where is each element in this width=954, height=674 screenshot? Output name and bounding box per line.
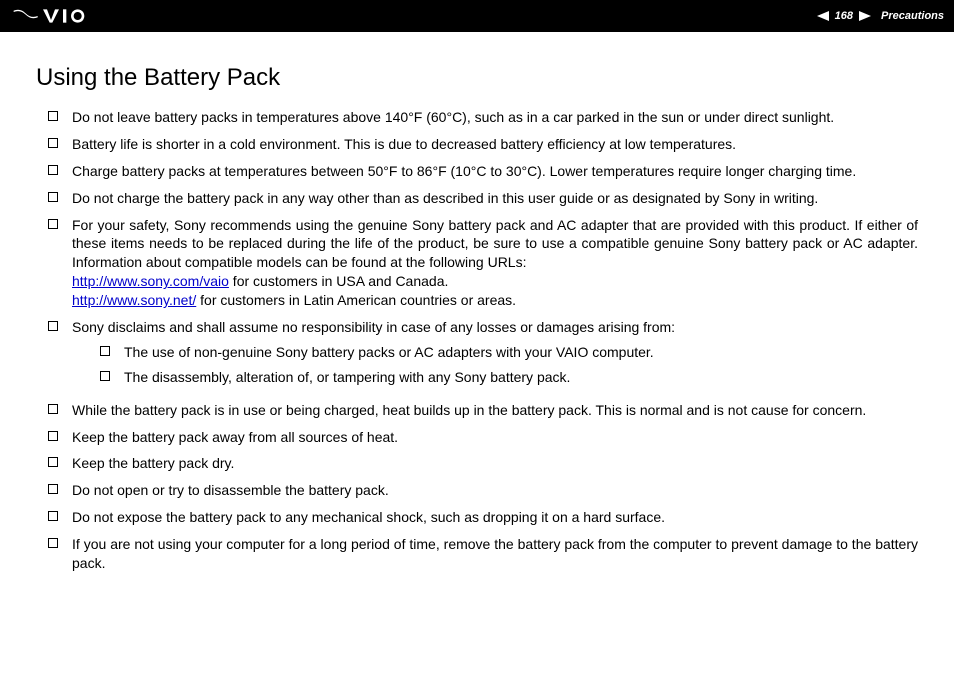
list-text: Keep the battery pack dry. [72, 455, 234, 471]
list-item-body: While the battery pack is in use or bein… [72, 401, 918, 420]
square-bullet-icon [100, 346, 110, 356]
square-bullet-icon [48, 219, 58, 229]
nav-next-icon[interactable] [859, 11, 871, 21]
square-bullet-icon [48, 321, 58, 331]
list-item: Do not leave battery packs in temperatur… [48, 108, 918, 127]
list-text: Charge battery packs at temperatures bet… [72, 163, 856, 179]
square-bullet-icon [48, 431, 58, 441]
list-text: Do not expose the battery pack to any me… [72, 509, 665, 525]
list-text: While the battery pack is in use or bein… [72, 402, 866, 418]
square-bullet-icon [48, 538, 58, 548]
content-area: Using the Battery Pack Do not leave batt… [0, 32, 954, 601]
list-item: If you are not using your computer for a… [48, 535, 918, 573]
square-bullet-icon [48, 484, 58, 494]
list-item: For your safety, Sony recommends using t… [48, 216, 918, 310]
list-text: for customers in Latin American countrie… [196, 292, 516, 308]
page-title: Using the Battery Pack [36, 64, 918, 92]
sub-list-text: The use of non-genuine Sony battery pack… [124, 343, 918, 362]
list-item-body: If you are not using your computer for a… [72, 535, 918, 573]
list-item-body: Do not charge the battery pack in any wa… [72, 189, 918, 208]
sub-list-item: The use of non-genuine Sony battery pack… [100, 343, 918, 362]
list-text: Do not leave battery packs in temperatur… [72, 109, 834, 125]
list-item-body: Do not expose the battery pack to any me… [72, 508, 918, 527]
sub-list-text: The disassembly, alteration of, or tampe… [124, 368, 918, 387]
list-item-body: Charge battery packs at temperatures bet… [72, 162, 918, 181]
list-text: Do not charge the battery pack in any wa… [72, 190, 818, 206]
list-item: Battery life is shorter in a cold enviro… [48, 135, 918, 154]
list-item: Do not open or try to disassemble the ba… [48, 481, 918, 500]
list-item-body: Sony disclaims and shall assume no respo… [72, 318, 918, 393]
list-item-body: Keep the battery pack dry. [72, 454, 918, 473]
list-item-body: For your safety, Sony recommends using t… [72, 216, 918, 310]
list-item: Do not charge the battery pack in any wa… [48, 189, 918, 208]
list-text: Do not open or try to disassemble the ba… [72, 482, 389, 498]
breadcrumb[interactable]: Precautions [881, 10, 944, 22]
header-nav: 168 Precautions [817, 10, 944, 22]
square-bullet-icon [48, 511, 58, 521]
page-header: 168 Precautions [0, 0, 954, 32]
sub-list-item: The disassembly, alteration of, or tampe… [100, 368, 918, 387]
list-item: Charge battery packs at temperatures bet… [48, 162, 918, 181]
list-text: for customers in USA and Canada. [229, 273, 448, 289]
list-item-body: Do not leave battery packs in temperatur… [72, 108, 918, 127]
vaio-logo [12, 8, 122, 24]
square-bullet-icon [48, 192, 58, 202]
link-sony-net[interactable]: http://www.sony.net/ [72, 292, 196, 308]
square-bullet-icon [48, 404, 58, 414]
list-text: Battery life is shorter in a cold enviro… [72, 136, 736, 152]
page-number: 168 [835, 10, 853, 22]
precautions-list: Do not leave battery packs in temperatur… [36, 108, 918, 573]
list-item: Keep the battery pack dry. [48, 454, 918, 473]
square-bullet-icon [48, 165, 58, 175]
list-text: For your safety, Sony recommends using t… [72, 217, 918, 271]
square-bullet-icon [48, 138, 58, 148]
square-bullet-icon [100, 371, 110, 381]
list-text: Keep the battery pack away from all sour… [72, 429, 398, 445]
list-item: Do not expose the battery pack to any me… [48, 508, 918, 527]
link-sony-vaio[interactable]: http://www.sony.com/vaio [72, 273, 229, 289]
list-item-body: Do not open or try to disassemble the ba… [72, 481, 918, 500]
list-item: Keep the battery pack away from all sour… [48, 428, 918, 447]
list-item: While the battery pack is in use or bein… [48, 401, 918, 420]
sub-list: The use of non-genuine Sony battery pack… [72, 343, 918, 387]
list-item-body: Keep the battery pack away from all sour… [72, 428, 918, 447]
square-bullet-icon [48, 111, 58, 121]
list-item: Sony disclaims and shall assume no respo… [48, 318, 918, 393]
list-item-body: Battery life is shorter in a cold enviro… [72, 135, 918, 154]
list-text: If you are not using your computer for a… [72, 536, 918, 571]
list-text: Sony disclaims and shall assume no respo… [72, 319, 675, 335]
nav-prev-icon[interactable] [817, 11, 829, 21]
square-bullet-icon [48, 457, 58, 467]
